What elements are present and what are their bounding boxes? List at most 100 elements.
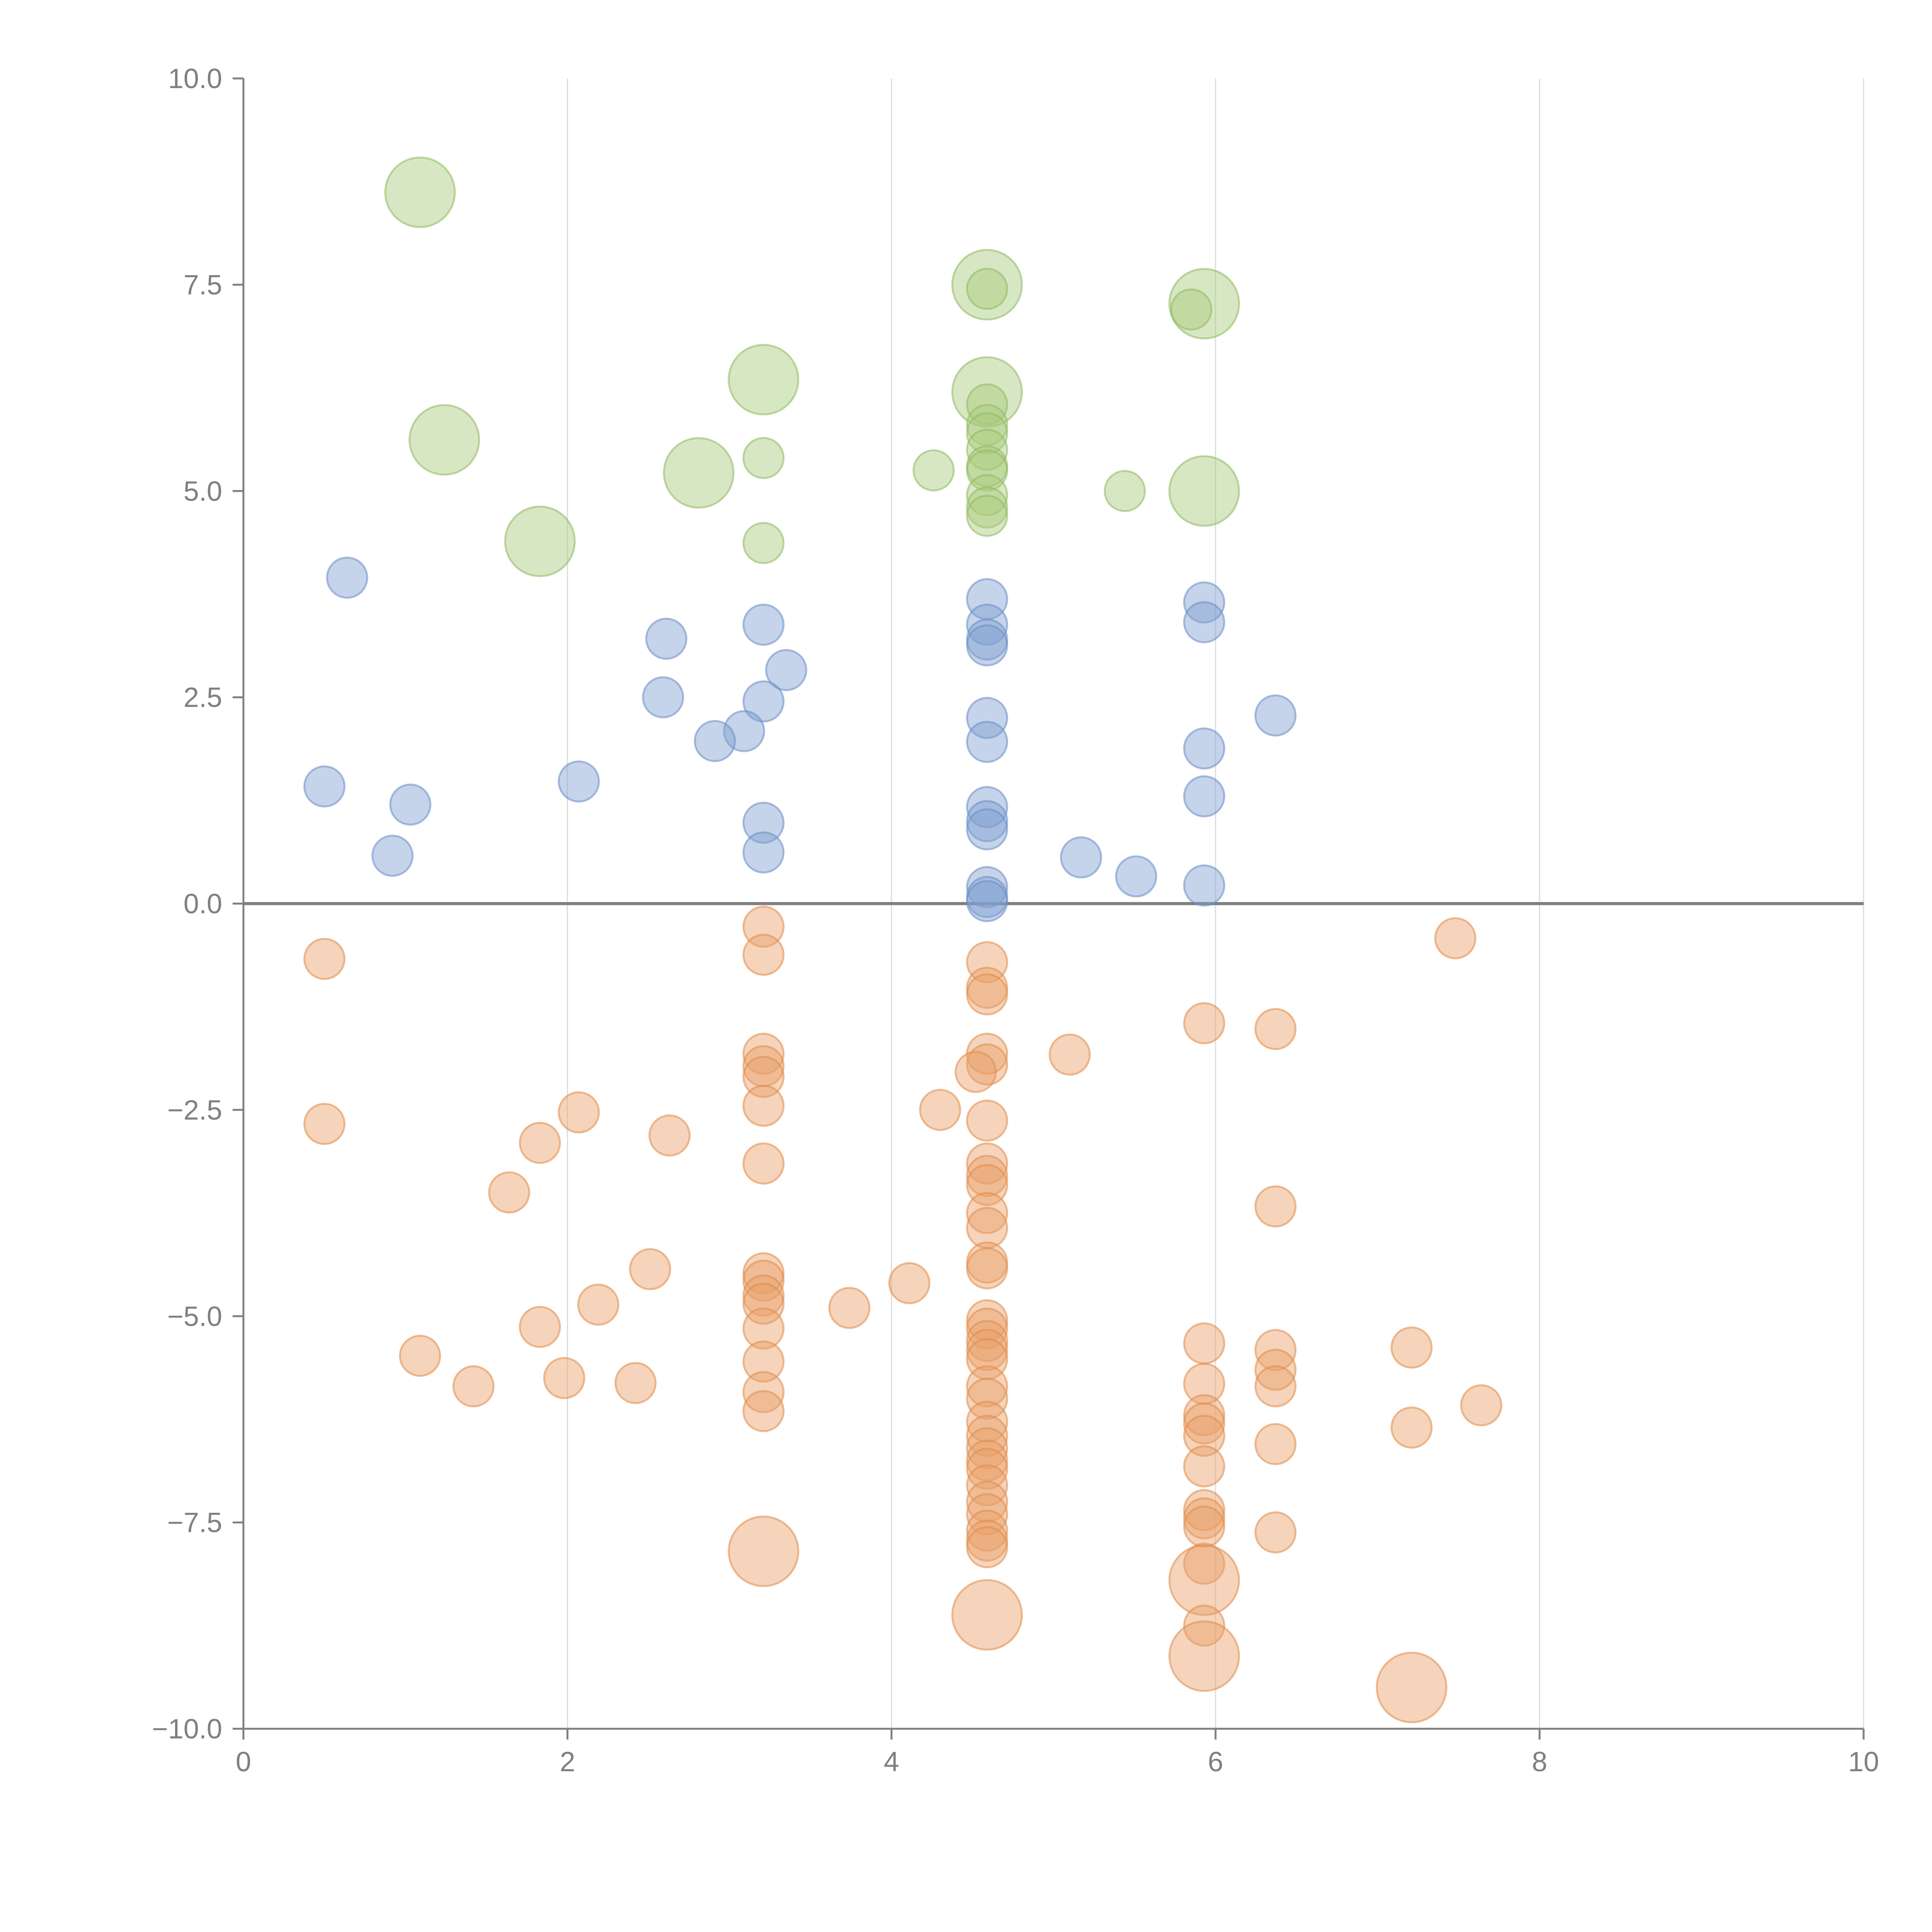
orange-bubble xyxy=(1254,1185,1297,1228)
orange-bubble xyxy=(742,1340,785,1383)
y-tick-label: −5.0 xyxy=(167,1301,222,1332)
orange-bubble xyxy=(1183,1505,1225,1548)
orange-bubble xyxy=(452,1365,495,1408)
orange-bubble xyxy=(966,973,1009,1015)
tick-label-layer: 0 2 4 6 8 10 10.0 7.5 5.0 2.5 0.0 −2.5 −5.0 −7.5 −10.0 xyxy=(152,63,1879,1777)
orange-bubble xyxy=(1183,1402,1225,1445)
blue-bubble xyxy=(966,721,1009,763)
green-bubble xyxy=(742,522,785,564)
orange-bubble xyxy=(1183,1415,1225,1457)
blue-bubble xyxy=(558,760,600,803)
orange-bubble xyxy=(629,1248,671,1291)
orange-bubble xyxy=(966,1155,1009,1197)
y-tick-label: 7.5 xyxy=(184,270,222,301)
orange-bubble xyxy=(742,1390,785,1432)
green-bubble xyxy=(966,449,1009,492)
blue-bubble xyxy=(1183,864,1225,907)
blue-bubble xyxy=(742,831,785,874)
x-tick-label: 8 xyxy=(1532,1747,1547,1777)
orange-bubble xyxy=(1390,1406,1433,1449)
orange-bubble xyxy=(519,1306,561,1348)
blue-bubble xyxy=(303,765,346,808)
blue-bubble xyxy=(645,617,687,660)
orange-bubble xyxy=(966,1192,1009,1234)
orange-bubble xyxy=(966,1509,1009,1552)
green-bubble xyxy=(966,495,1009,537)
orange-bubble xyxy=(1183,1322,1225,1365)
orange-bubble xyxy=(577,1283,619,1326)
orange-bubble xyxy=(303,938,346,980)
blue-bubble xyxy=(966,697,1009,739)
blue-bubble xyxy=(723,710,765,752)
orange-bubble xyxy=(1183,1543,1225,1585)
blue-bubble xyxy=(966,624,1009,667)
x-tick-label: 0 xyxy=(236,1747,251,1777)
blue-bubble xyxy=(966,866,1009,908)
orange-bubble xyxy=(954,1051,997,1093)
orange-bubble xyxy=(1168,1544,1240,1616)
orange-bubble xyxy=(966,1320,1009,1362)
orange-bubble xyxy=(399,1335,441,1377)
green-bubble xyxy=(1168,455,1240,527)
blue-bubble xyxy=(642,676,684,719)
orange-bubble xyxy=(966,1142,1009,1185)
orange-bubble xyxy=(1254,1511,1297,1554)
blue-bubble xyxy=(742,801,785,844)
orange-bubble xyxy=(888,1262,930,1304)
y-tick-label: 2.5 xyxy=(184,682,222,713)
orange-bubble xyxy=(966,1247,1009,1289)
orange-bubble xyxy=(966,1415,1009,1457)
orange-bubble xyxy=(742,1032,785,1075)
orange-bubble xyxy=(742,1282,785,1325)
green-bubble xyxy=(1170,288,1213,331)
orange-bubble xyxy=(1048,1033,1091,1076)
blue-bubble xyxy=(966,808,1009,850)
blue-bubble xyxy=(966,880,1009,922)
blue-bubble xyxy=(1183,775,1225,818)
y-tick-label: 0.0 xyxy=(184,889,222,920)
orange-bubble xyxy=(966,1481,1009,1523)
orange-bubble xyxy=(558,1091,600,1134)
orange-bubble xyxy=(742,1085,785,1127)
green-bubble xyxy=(966,268,1009,310)
green-bubble xyxy=(1104,470,1146,512)
orange-bubble xyxy=(728,1515,799,1587)
blue-bubble xyxy=(389,783,432,826)
orange-bubble xyxy=(966,1526,1009,1568)
points-layer xyxy=(303,156,1502,1723)
orange-bubble xyxy=(966,1329,1009,1371)
orange-bubble xyxy=(543,1357,585,1399)
y-tick-label: 5.0 xyxy=(184,476,222,507)
y-tick-label: −10.0 xyxy=(152,1714,222,1745)
orange-bubble xyxy=(966,1043,1009,1086)
blue-bubble xyxy=(1060,836,1102,879)
green-bubble xyxy=(408,404,480,476)
axis-layer xyxy=(233,77,1865,1740)
green-bubble xyxy=(966,412,1009,454)
blue-bubble xyxy=(371,835,414,877)
orange-bubble xyxy=(614,1362,657,1404)
orange-bubble xyxy=(828,1287,871,1329)
green-bubble xyxy=(951,356,1023,428)
x-tick-label: 6 xyxy=(1208,1747,1223,1777)
blue-bubble xyxy=(1115,855,1157,898)
orange-bubble xyxy=(966,1464,1009,1507)
orange-bubble xyxy=(1168,1620,1240,1692)
orange-bubble xyxy=(1254,1349,1297,1391)
blue-bubble xyxy=(694,720,736,762)
orange-bubble xyxy=(966,1447,1009,1490)
green-bubble xyxy=(728,344,799,416)
x-tick-label: 10 xyxy=(1848,1747,1879,1777)
green-bubble xyxy=(504,505,576,577)
orange-bubble xyxy=(1254,1423,1297,1465)
orange-bubble xyxy=(519,1122,561,1164)
green-bubble xyxy=(1168,268,1240,340)
green-bubble xyxy=(742,437,785,479)
orange-bubble xyxy=(303,1103,346,1145)
orange-bubble xyxy=(1460,1384,1502,1427)
orange-bubble xyxy=(1183,1445,1225,1488)
y-tick-label: −7.5 xyxy=(167,1507,222,1538)
orange-bubble xyxy=(742,1142,785,1185)
orange-bubble xyxy=(488,1171,531,1214)
